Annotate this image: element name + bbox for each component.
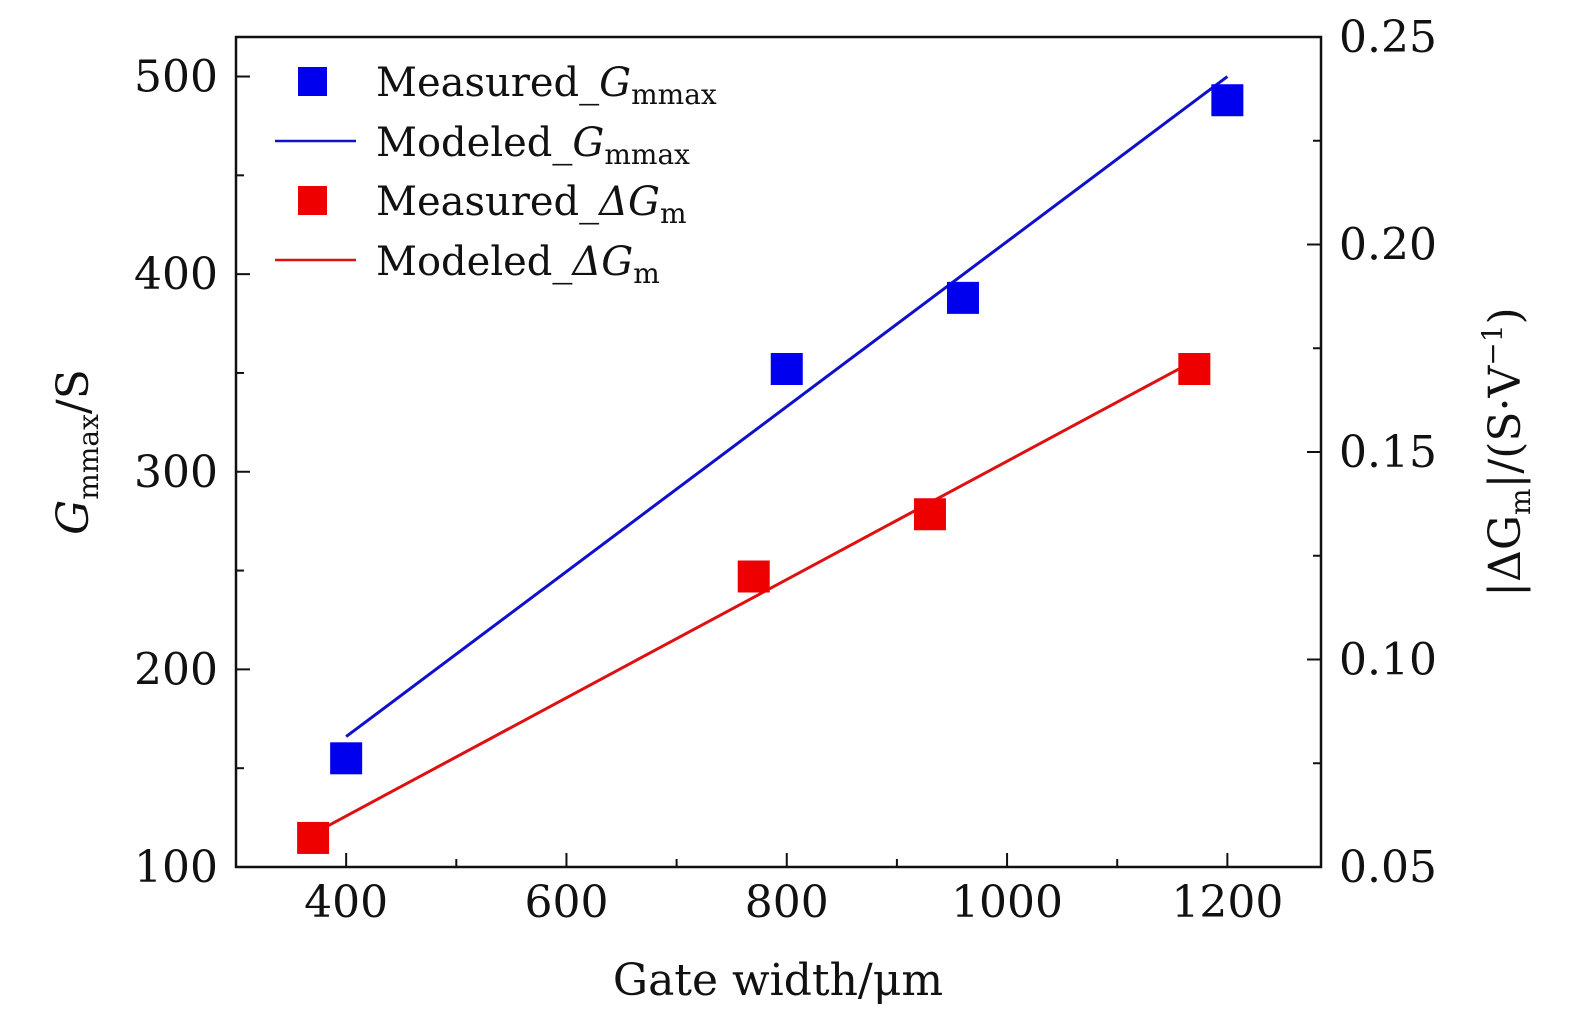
marker-measured-g-m-0 [297,821,330,854]
legend-item-measured-gmmax: Measured_Gmmax [298,60,717,111]
y-tick-label: 400 [134,249,218,300]
y2-tick-label: 0.15 [1339,427,1437,478]
y-tick-label: 500 [134,52,218,103]
legend-label-measured-gmmax: Measured_Gmmax [376,60,717,111]
marker-measured-g-mmax-3 [1211,84,1244,117]
x-axis-title: Gate width/μm [613,955,943,1006]
legend: Measured_Gmmax Modeled_Gmmax Measured_ΔG… [275,60,717,290]
series-line-modeled-g-mmax [345,75,1229,738]
x-axis-ticks: 400 600 800 1000 1200 [304,853,1283,928]
x-tick-label: 800 [745,877,829,928]
legend-swatch-measured-dgm [298,186,327,215]
legend-label-measured-dgm: Measured_ΔGm [376,179,687,230]
y-axis-ticks: 100 200 300 400 500 [134,52,250,893]
legend-item-modeled-gmmax: Modeled_Gmmax [275,120,690,171]
x-tick-label: 400 [304,877,388,928]
y2-tick-label: 0.20 [1339,220,1437,271]
series-line-modeled-g-m [312,359,1196,836]
legend-item-measured-dgm: Measured_ΔGm [298,179,687,230]
legend-label-modeled-gmmax: Modeled_Gmmax [376,120,690,171]
y2-axis-title: |ΔGm|/(S·V−1) [1476,307,1537,596]
marker-measured-g-mmax-0 [330,742,363,775]
legend-item-modeled-dgm: Modeled_ΔGm [275,239,660,290]
y-axis-title: Gmmax/S [48,369,105,535]
y-tick-label: 200 [134,644,218,695]
marker-measured-g-mmax-2 [947,281,980,314]
legend-swatch-measured-gmmax [298,67,327,96]
y-tick-label: 300 [134,447,218,498]
y2-tick-label: 0.10 [1339,635,1437,686]
x-tick-label: 1000 [951,877,1063,928]
x-tick-label: 600 [524,877,608,928]
y2-tick-label: 0.05 [1339,842,1437,893]
y2-tick-label: 0.25 [1339,12,1437,63]
marker-measured-g-m-3 [1178,353,1211,385]
y2-axis-ticks: 0.05 0.10 0.15 0.20 0.25 [1307,12,1437,893]
marker-measured-g-m-1 [737,560,770,593]
marker-measured-g-m-2 [913,498,946,531]
marker-measured-g-mmax-1 [770,353,803,385]
series-layer [297,75,1244,854]
x-tick-label: 1200 [1171,877,1283,928]
legend-label-modeled-dgm: Modeled_ΔGm [376,239,660,290]
y-tick-label: 100 [134,842,218,893]
